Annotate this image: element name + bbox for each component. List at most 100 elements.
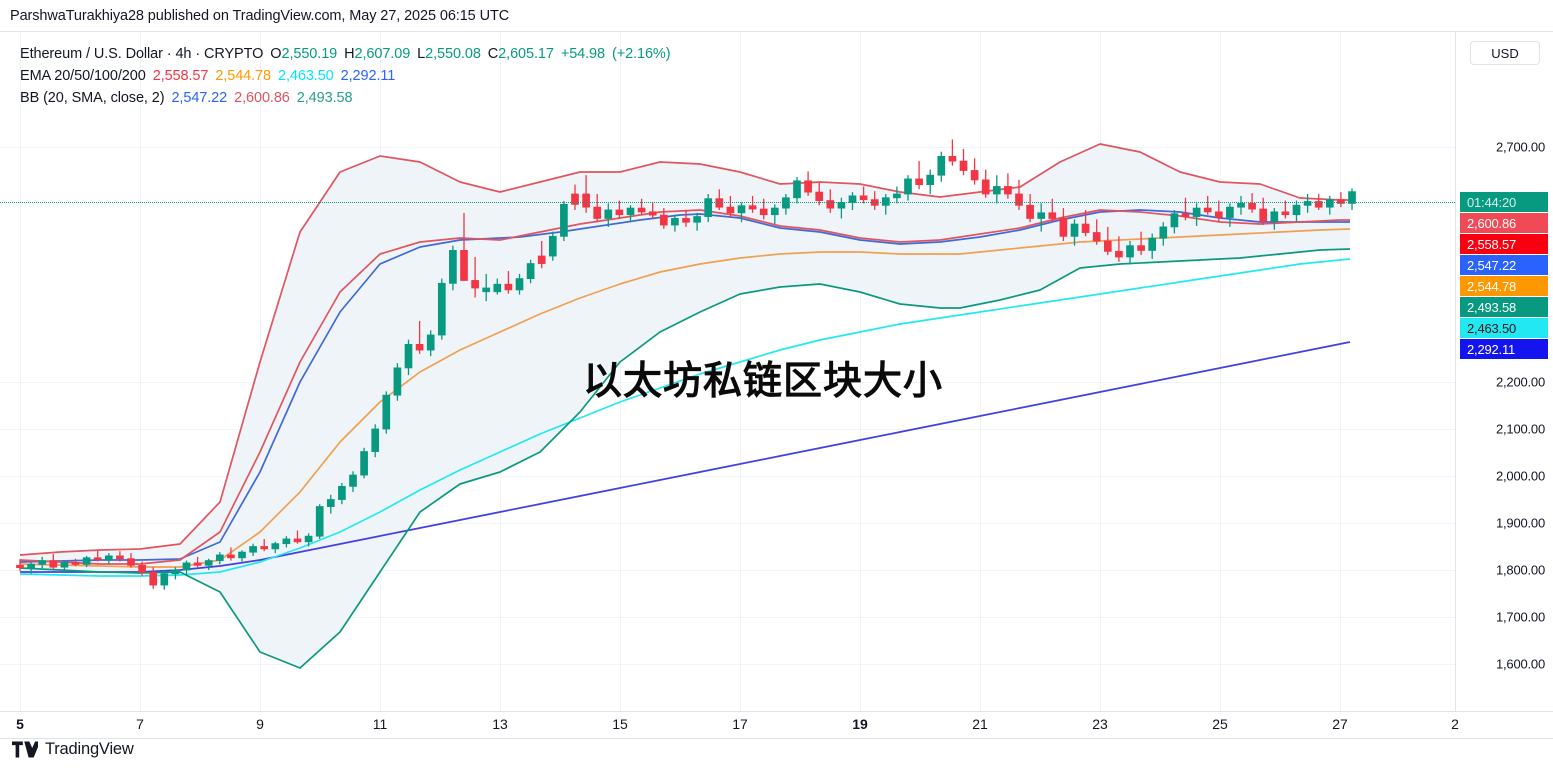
candle-body: [71, 562, 80, 565]
candle-body: [1015, 193, 1023, 206]
gridline-vertical: [620, 32, 621, 712]
last-price-line: [0, 202, 1455, 203]
candle-body: [1314, 201, 1323, 208]
gridline-vertical: [1220, 32, 1221, 712]
currency-unit-button[interactable]: USD: [1470, 41, 1540, 65]
candle-body: [626, 207, 635, 216]
candle-body: [704, 198, 713, 217]
candle-body: [1192, 207, 1201, 217]
candle-body: [1004, 186, 1012, 195]
price-axis[interactable]: USD 2,700.00 2,200.00 2,100.00 2,000.00 1,90…: [1455, 32, 1553, 712]
candle-body: [1081, 223, 1090, 233]
candle-body: [737, 205, 746, 214]
candle-body: [526, 263, 535, 279]
gridline-horizontal: [0, 523, 1455, 524]
time-tick-label: 2: [1451, 716, 1459, 732]
time-tick-label: 25: [1212, 716, 1228, 732]
gridline-vertical: [1340, 32, 1341, 712]
ema100-badge[interactable]: 2,463.50: [1460, 318, 1548, 338]
candle-body: [682, 218, 690, 223]
candle-body: [138, 564, 146, 573]
candle-body: [60, 562, 69, 568]
candle-body: [992, 186, 1001, 195]
candle-body: [304, 535, 313, 543]
ema50-badge[interactable]: 2,544.78: [1460, 276, 1548, 296]
gridline-horizontal: [0, 617, 1455, 618]
time-tick-label: 15: [612, 716, 628, 732]
time-tick-label: 11: [372, 716, 388, 732]
candlestick-series: [16, 139, 1356, 590]
candle-body: [16, 564, 24, 569]
chart-watermark-text: 以太坊私链区块大小: [583, 359, 944, 404]
candle-body: [1115, 250, 1123, 258]
candle-body: [726, 206, 735, 214]
time-tick-label: 5: [16, 716, 24, 732]
candle-body: [671, 218, 679, 226]
candle-body: [82, 557, 91, 565]
candle-body: [571, 193, 579, 205]
candle-body: [593, 206, 602, 219]
candle-body: [1325, 199, 1334, 208]
candle-body: [471, 280, 479, 289]
candle-body: [1148, 237, 1157, 251]
candle-body: [1181, 213, 1190, 217]
bb-basis-line: [19, 209, 1350, 563]
time-tick-label: 13: [492, 716, 508, 732]
candle-body: [260, 546, 269, 550]
time-tick-label: 23: [1092, 716, 1108, 732]
candle-body: [1203, 207, 1212, 213]
currency-unit-label: USD: [1491, 45, 1519, 61]
price-tick-label: 2,200.00: [1495, 374, 1545, 390]
gridline-horizontal: [0, 664, 1455, 665]
candle-body: [881, 197, 890, 206]
candle-body: [315, 506, 324, 537]
candle-body: [837, 202, 846, 209]
candle-body: [426, 334, 435, 351]
candle-body: [182, 562, 191, 571]
candle-body: [404, 343, 413, 369]
candle-body: [149, 571, 158, 586]
candle-body: [615, 209, 624, 216]
publisher-bar: ParshwaTurakhiya28 published on TradingV…: [0, 0, 1553, 31]
candle-body: [815, 191, 824, 201]
candle-body: [1170, 213, 1179, 228]
ema20-badge[interactable]: 2,558.57: [1460, 234, 1548, 254]
chart-plot-area[interactable]: 以太坊私链区块大小: [0, 32, 1455, 712]
candle-body: [49, 560, 58, 568]
candle-body: [293, 538, 302, 543]
candle-body: [970, 170, 979, 181]
gridline-horizontal: [0, 429, 1455, 430]
gridline-horizontal: [0, 570, 1455, 571]
time-axis[interactable]: 5 7 9 11 13 15 17 19 21 23 25 27 2: [0, 711, 1553, 739]
bb-basis-badge[interactable]: 2,547.22: [1460, 255, 1548, 275]
candle-body: [948, 156, 957, 162]
candle-body: [249, 546, 257, 553]
ema200-badge[interactable]: 2,292.11: [1460, 339, 1548, 359]
candle-body: [826, 200, 835, 209]
time-tick-label: 9: [256, 716, 264, 732]
time-tick-label: 19: [852, 716, 868, 732]
time-tick-label: 21: [972, 716, 988, 732]
countdown-badge[interactable]: 01:44:20: [1460, 192, 1548, 212]
price-tick-label: 1,900.00: [1495, 515, 1545, 531]
candle-body: [959, 160, 968, 171]
price-tick-label: 1,700.00: [1495, 609, 1545, 625]
candle-body: [1248, 202, 1256, 210]
candle-body: [560, 203, 568, 237]
candle-body: [1126, 245, 1134, 258]
footer-branding: TradingView: [12, 740, 134, 759]
candle-body: [382, 394, 391, 430]
time-tick-label: 7: [136, 716, 144, 732]
bb-upper-badge[interactable]: 2,600.86: [1460, 213, 1548, 233]
bb-lower-badge[interactable]: 2,493.58: [1460, 297, 1548, 317]
tradingview-logo-icon: [12, 741, 38, 758]
candle-body: [981, 179, 990, 195]
gridline-vertical: [140, 32, 141, 712]
candle-body: [1137, 245, 1145, 251]
gridline-horizontal: [0, 476, 1455, 477]
candle-body: [915, 178, 923, 186]
candle-body: [482, 287, 491, 293]
candle-body: [204, 560, 213, 566]
tradingview-wordmark: TradingView: [45, 740, 134, 758]
